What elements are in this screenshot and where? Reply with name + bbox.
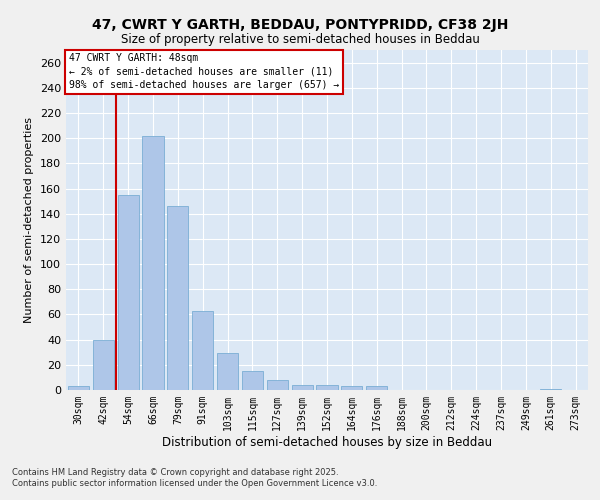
Bar bbox=[217, 354, 238, 390]
Bar bbox=[142, 136, 164, 390]
Bar bbox=[341, 386, 362, 390]
X-axis label: Distribution of semi-detached houses by size in Beddau: Distribution of semi-detached houses by … bbox=[162, 436, 492, 448]
Text: 47 CWRT Y GARTH: 48sqm
← 2% of semi-detached houses are smaller (11)
98% of semi: 47 CWRT Y GARTH: 48sqm ← 2% of semi-deta… bbox=[68, 54, 339, 90]
Bar bbox=[267, 380, 288, 390]
Bar bbox=[118, 195, 139, 390]
Bar bbox=[242, 371, 263, 390]
Bar bbox=[93, 340, 114, 390]
Y-axis label: Number of semi-detached properties: Number of semi-detached properties bbox=[25, 117, 34, 323]
Bar bbox=[167, 206, 188, 390]
Bar bbox=[366, 386, 387, 390]
Bar bbox=[540, 388, 561, 390]
Text: Size of property relative to semi-detached houses in Beddau: Size of property relative to semi-detach… bbox=[121, 32, 479, 46]
Text: Contains HM Land Registry data © Crown copyright and database right 2025.
Contai: Contains HM Land Registry data © Crown c… bbox=[12, 468, 377, 487]
Text: 47, CWRT Y GARTH, BEDDAU, PONTYPRIDD, CF38 2JH: 47, CWRT Y GARTH, BEDDAU, PONTYPRIDD, CF… bbox=[92, 18, 508, 32]
Bar bbox=[316, 385, 338, 390]
Bar bbox=[292, 385, 313, 390]
Bar bbox=[192, 310, 213, 390]
Bar bbox=[68, 386, 89, 390]
